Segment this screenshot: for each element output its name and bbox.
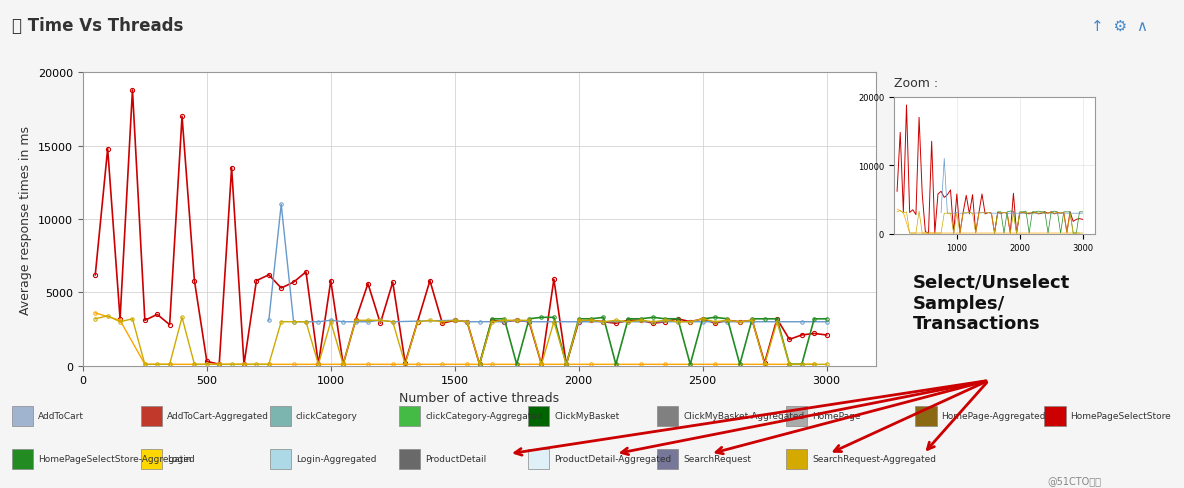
Bar (12, 449, 33, 468)
Bar (399, 407, 420, 426)
Text: @51CTO博客: @51CTO博客 (1047, 475, 1101, 485)
Y-axis label: Average response times in ms: Average response times in ms (19, 125, 32, 314)
Text: AddToCart: AddToCart (38, 411, 84, 421)
X-axis label: Number of active threads: Number of active threads (399, 391, 560, 404)
Text: ↑  ⚙  ∧: ↑ ⚙ ∧ (1092, 19, 1148, 34)
Text: SearchRequest: SearchRequest (683, 454, 751, 464)
Bar (270, 407, 291, 426)
Text: HomePageSelectStore-Aggregated: HomePageSelectStore-Aggregated (38, 454, 194, 464)
Bar (12, 407, 33, 426)
Text: HomePage-Aggregated: HomePage-Aggregated (941, 411, 1045, 421)
Text: ProductDetail: ProductDetail (425, 454, 487, 464)
Bar (786, 449, 807, 468)
Bar (915, 407, 937, 426)
Bar (528, 449, 549, 468)
Text: Login: Login (167, 454, 192, 464)
Text: SearchRequest-Aggregated: SearchRequest-Aggregated (812, 454, 937, 464)
Text: Select/Unselect
Samples/
Transactions: Select/Unselect Samples/ Transactions (913, 273, 1070, 333)
Bar (1044, 407, 1066, 426)
Text: AddToCart-Aggregated: AddToCart-Aggregated (167, 411, 269, 421)
Text: clickCategory: clickCategory (296, 411, 358, 421)
Text: Login-Aggregated: Login-Aggregated (296, 454, 377, 464)
Bar (141, 407, 162, 426)
Text: ClickMyBasket-Aggregated: ClickMyBasket-Aggregated (683, 411, 804, 421)
Text: ⬛ Time Vs Threads: ⬛ Time Vs Threads (12, 18, 184, 35)
Text: clickCategory-Aggregated: clickCategory-Aggregated (425, 411, 542, 421)
Text: Zoom :: Zoom : (894, 77, 938, 89)
Text: ProductDetail-Aggregated: ProductDetail-Aggregated (554, 454, 671, 464)
Text: ClickMyBasket: ClickMyBasket (554, 411, 619, 421)
Bar (657, 407, 678, 426)
Bar (399, 449, 420, 468)
Bar (786, 407, 807, 426)
Text: HomePage: HomePage (812, 411, 861, 421)
Bar (528, 407, 549, 426)
Bar (657, 449, 678, 468)
Bar (141, 449, 162, 468)
Bar (270, 449, 291, 468)
Text: HomePageSelectStore: HomePageSelectStore (1070, 411, 1171, 421)
